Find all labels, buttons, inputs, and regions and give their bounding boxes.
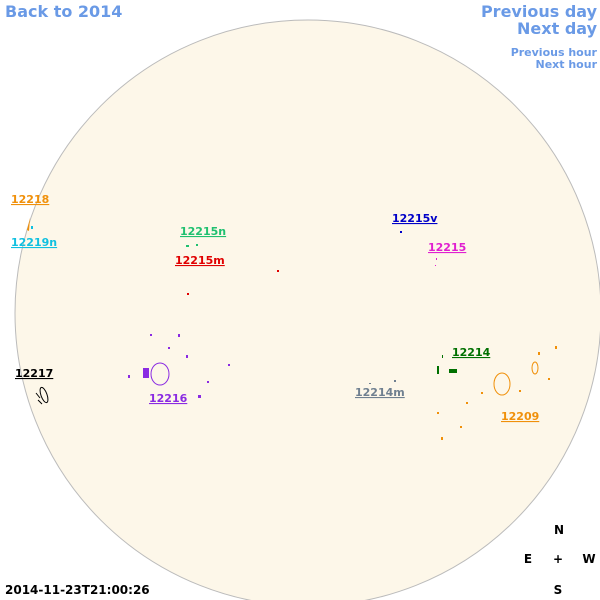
region-label: 12209: [501, 410, 539, 423]
solar-disk: [14, 19, 600, 600]
next-day-link[interactable]: Next day: [517, 19, 598, 38]
compass-south: S: [554, 583, 563, 597]
region-label: 12215: [428, 241, 466, 254]
region-label: 12219n: [11, 236, 57, 249]
region-label: 12214m: [355, 386, 405, 399]
sunspots: [27, 218, 557, 440]
region-label: 12218: [11, 193, 49, 206]
region-label: 12214: [452, 346, 491, 359]
compass-west: W: [582, 552, 595, 566]
previous-day-link[interactable]: Previous day: [481, 2, 598, 21]
region-label: 12215v: [392, 212, 438, 225]
back-link[interactable]: Back to 2014: [5, 2, 122, 21]
region-label: 12216: [149, 392, 188, 405]
region-label: 12217: [15, 367, 53, 380]
compass-east: E: [524, 552, 532, 566]
timestamp: 2014-11-23T21:00:26: [5, 583, 150, 597]
compass-center: +: [553, 552, 563, 566]
compass-north: N: [554, 523, 564, 537]
region-label: 12215n: [180, 225, 226, 238]
previous-hour-link[interactable]: Previous hour: [511, 46, 598, 59]
next-hour-link[interactable]: Next hour: [536, 58, 598, 71]
region-label: 12215m: [175, 254, 225, 267]
